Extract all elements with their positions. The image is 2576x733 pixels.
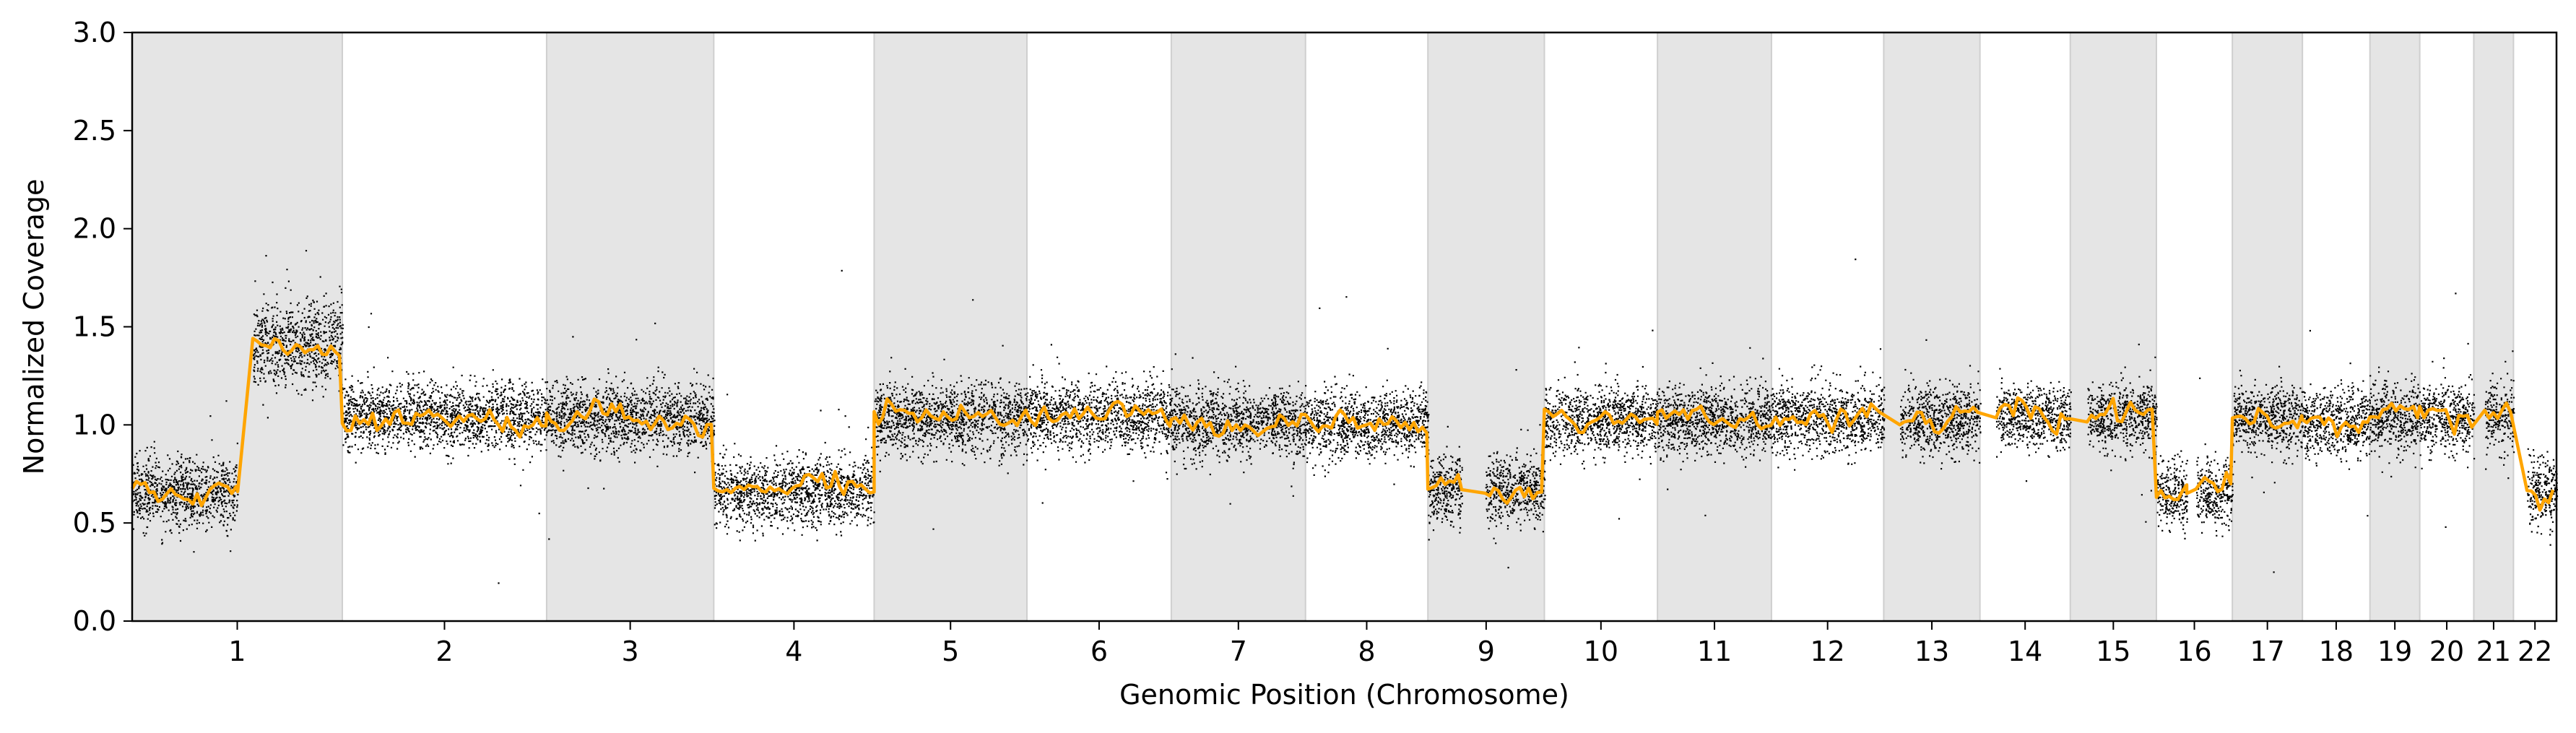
coverage-points [132,250,2559,584]
smoothed-line-path [131,337,2555,512]
x-tick-label-5: 5 [942,636,959,667]
x-tick-label-4: 4 [785,636,802,667]
x-tick-label-1: 1 [228,636,246,667]
chromosome-bands [131,32,2515,621]
x-tick-label-2: 2 [435,636,453,667]
x-tick-label-19: 19 [2377,636,2412,667]
x-tick-label-16: 16 [2177,636,2211,667]
smoothed-coverage-line [131,337,2555,512]
x-tick-label-17: 17 [2250,636,2284,667]
y-tick-label: 1.5 [73,311,116,343]
x-tick-label-20: 20 [2429,636,2464,667]
x-tick-label-11: 11 [1697,636,1732,667]
y-tick-label: 1.0 [73,409,116,441]
y-tick-label: 3.0 [73,17,116,48]
x-tick-label-9: 9 [1478,636,1495,667]
y-tick-label: 0.5 [73,507,116,539]
chromosome-band-3 [546,32,714,621]
y-axis: 0.0 0.5 1.0 1.5 2.0 2.5 3.0 [73,17,132,637]
x-tick-label-21: 21 [2476,636,2511,667]
x-tick-label-10: 10 [1584,636,1618,667]
y-tick-label: 0.0 [73,605,116,637]
chromosome-band-1 [132,32,343,621]
x-tick-label-7: 7 [1230,636,1247,667]
chromosome-band-19 [2369,32,2420,621]
x-tick-label-22: 22 [2518,636,2552,667]
chromosome-band-13 [1883,32,1980,621]
x-axis: 1 2 3 4 5 6 7 8 9 10 11 12 13 14 15 16 17 18 19 20 21 22 [228,621,2552,667]
plot-frame [131,31,2558,623]
coverage-dots [132,250,2559,584]
chromosome-band-17 [2232,32,2303,621]
y-axis-title: Normalized Coverage [18,179,50,475]
x-tick-label-3: 3 [622,636,639,667]
x-tick-label-13: 13 [1914,636,1949,667]
x-tick-label-6: 6 [1090,636,1108,667]
chromosome-band-5 [874,32,1028,621]
x-tick-label-14: 14 [2008,636,2042,667]
chromosome-band-21 [2473,32,2514,621]
chromosome-band-11 [1657,32,1771,621]
x-tick-label-18: 18 [2319,636,2354,667]
x-tick-label-12: 12 [1810,636,1844,667]
chromosome-band-7 [1171,32,1306,621]
y-tick-label: 2.0 [73,213,116,245]
x-tick-label-8: 8 [1358,636,1375,667]
x-axis-title: Genomic Position (Chromosome) [1119,679,1569,711]
chromosome-band-15 [2070,32,2156,621]
chromosome-band-9 [1428,32,1545,621]
y-tick-label: 2.5 [73,115,116,147]
x-tick-label-15: 15 [2096,636,2130,667]
